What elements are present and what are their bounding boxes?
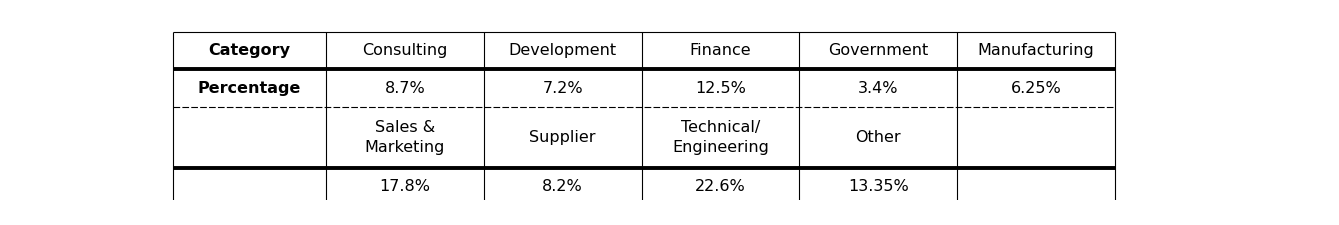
Text: Supplier: Supplier [529,130,596,145]
Text: Development: Development [509,43,617,58]
Text: 12.5%: 12.5% [695,81,746,96]
Text: 6.25%: 6.25% [1011,81,1062,96]
Text: 22.6%: 22.6% [695,179,746,194]
Text: Sales &
Marketing: Sales & Marketing [364,120,445,155]
Text: 17.8%: 17.8% [379,179,431,194]
Text: 8.7%: 8.7% [384,81,426,96]
Text: Technical/
Engineering: Technical/ Engineering [672,120,769,155]
Text: Government: Government [828,43,928,58]
Text: 13.35%: 13.35% [848,179,909,194]
Text: Consulting: Consulting [363,43,447,58]
Text: 3.4%: 3.4% [858,81,898,96]
Text: 8.2%: 8.2% [542,179,582,194]
Text: Percentage: Percentage [198,81,301,96]
Text: Manufacturing: Manufacturing [977,43,1094,58]
Text: Finance: Finance [690,43,751,58]
Text: 7.2%: 7.2% [542,81,582,96]
Text: Other: Other [856,130,901,145]
Text: Category: Category [209,43,291,58]
